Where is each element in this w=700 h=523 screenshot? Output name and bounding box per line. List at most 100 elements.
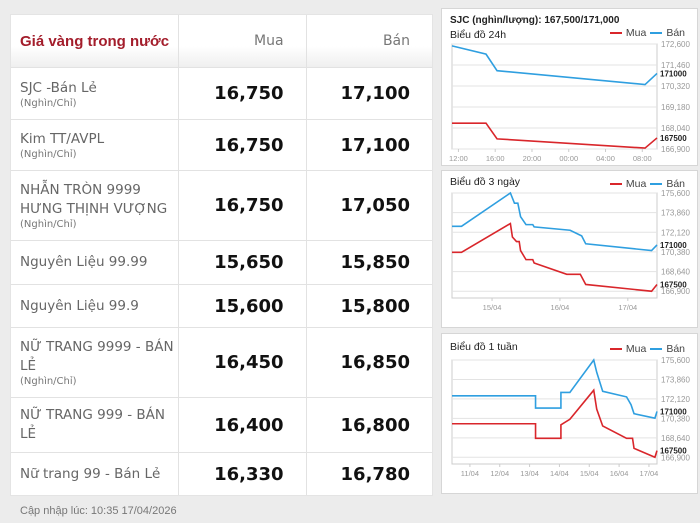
y-tick-label: 168,040 — [661, 124, 690, 133]
current-value-label: 171000 — [660, 407, 687, 416]
gold-price-table: Giá vàng trong nước Mua Bán SJC -Bán Lẻ(… — [10, 14, 433, 496]
chart-legend: Mua Bán — [609, 178, 685, 190]
sell-cell: 16,780 — [305, 453, 432, 495]
series-line-sell — [452, 358, 658, 420]
table-row: Nguyên Liệu 99.99 15,650 15,850 — [11, 240, 432, 284]
chart-plot: 175,600 173,860 172,120 170,380 168,640 166,9… — [451, 356, 690, 478]
chart-1-week: 175,600 173,860 172,120 170,380 168,640 166,9… — [441, 333, 698, 494]
y-tick-label: 172,600 — [661, 40, 690, 49]
sell-price: 16,780 — [340, 463, 410, 485]
series-line-buy — [452, 222, 658, 293]
buy-price: 15,600 — [214, 295, 284, 317]
x-tick-label: 11/04 — [461, 469, 479, 478]
product-name: NỮ TRANG 9999 - BÁN LẺ — [20, 339, 174, 374]
x-tick-label: 15/04 — [483, 303, 502, 312]
legend-swatch-sell — [650, 348, 663, 350]
legend-buy: Mua — [625, 178, 647, 190]
buy-cell: 15,650 — [178, 241, 305, 284]
chart-legend: Mua Bán — [609, 27, 685, 39]
x-tick-label: 12/04 — [490, 469, 509, 478]
product-name: Nguyên Liệu 99.99 — [20, 254, 148, 270]
buy-cell: 16,450 — [178, 328, 305, 397]
x-tick-label: 17/04 — [640, 469, 659, 478]
sell-cell: 16,850 — [305, 328, 432, 397]
table-row: Nữ trang 99 - Bán Lẻ 16,330 16,780 — [11, 452, 432, 495]
series-line-sell — [451, 45, 658, 86]
unit-label: (Nghìn/Chỉ) — [20, 149, 77, 160]
row-name-cell: Nữ trang 99 - Bán Lẻ — [11, 453, 178, 495]
current-value-label: 171000 — [660, 69, 687, 78]
y-tick-label: 172,120 — [661, 395, 690, 404]
series-line-buy — [452, 122, 658, 149]
y-tick-label: 171,460 — [661, 61, 690, 70]
x-tick-label: 16:00 — [486, 154, 505, 163]
row-name-cell: Nguyên Liệu 99.9 — [11, 285, 178, 327]
y-tick-label: 172,120 — [661, 228, 690, 237]
chart-legend: Mua Bán — [609, 343, 685, 355]
buy-cell: 16,750 — [178, 120, 305, 170]
legend-sell: Bán — [666, 178, 685, 190]
row-name-cell: NHẪN TRÒN 9999 HƯNG THỊNH VƯỢNG (Nghìn/Ch… — [11, 171, 178, 240]
product-name: Kim TT/AVPL — [20, 131, 105, 147]
legend-swatch-sell — [650, 183, 663, 185]
x-tick-label: 14/04 — [550, 469, 569, 478]
table-row: NHẪN TRÒN 9999 HƯNG THỊNH VƯỢNG (Nghìn/Ch… — [11, 170, 432, 240]
buy-price: 16,450 — [214, 352, 284, 373]
sell-cell: 15,850 — [305, 241, 432, 284]
x-tick-label: 16/04 — [610, 469, 629, 478]
y-tick-label: 175,600 — [661, 356, 690, 365]
sell-price: 16,800 — [340, 414, 410, 436]
y-tick-label: 168,640 — [661, 268, 690, 277]
x-tick-label: 00:00 — [559, 154, 578, 163]
row-name-cell: NỮ TRANG 9999 - BÁN LẺ (Nghìn/Chỉ) — [11, 328, 178, 397]
sell-cell: 17,100 — [305, 120, 432, 170]
chart-title: Biểu đồ 24h — [450, 29, 507, 41]
chart-title: Biểu đồ 1 tuần — [450, 341, 518, 353]
table-row: Nguyên Liệu 99.9 15,600 15,800 — [11, 284, 432, 327]
chart-24h: 172,600 171,460 170,320 169,180 168,040 166,9… — [441, 8, 698, 166]
chart-heading: SJC (nghìn/lượng): 167,500/171,000 — [450, 15, 620, 26]
legend-swatch-buy — [609, 348, 622, 350]
x-tick-label: 17/04 — [618, 303, 637, 312]
row-name-cell: Nguyên Liệu 99.99 — [11, 241, 178, 284]
y-tick-label: 166,900 — [661, 145, 690, 154]
unit-label: (Nghìn/Chỉ) — [20, 97, 77, 109]
sell-price: 17,050 — [340, 195, 410, 216]
sell-price: 15,800 — [340, 295, 410, 317]
buy-cell: 16,750 — [178, 171, 305, 240]
row-name-cell: SJC -Bán Lẻ (Nghìn/Chỉ) — [11, 68, 178, 119]
y-tick-label: 170,320 — [661, 82, 690, 91]
table-row: NỮ TRANG 9999 - BÁN LẺ (Nghìn/Chỉ) 16,450… — [11, 327, 432, 397]
sell-price: 15,850 — [340, 252, 410, 273]
unit-label: (Nghìn/Chỉ) — [20, 376, 77, 387]
row-name-cell: Kim TT/AVPL (Nghìn/Chỉ) — [11, 120, 178, 170]
plot-area — [451, 192, 658, 299]
buy-price: 16,750 — [214, 83, 284, 104]
buy-price: 15,650 — [214, 252, 284, 273]
product-name: NỮ TRANG 999 - BÁN LẺ — [20, 407, 165, 442]
table-header: Giá vàng trong nước Mua Bán — [11, 15, 432, 67]
product-name: SJC -Bán Lẻ — [20, 79, 97, 96]
series-line-sell — [452, 191, 658, 252]
x-tick-label: 13/04 — [520, 469, 539, 478]
x-tick-label: 15/04 — [580, 469, 599, 478]
chart-3-days: 175,600 173,860 172,120 170,380 168,640 166,9… — [441, 170, 698, 328]
y-tick-label: 173,860 — [661, 375, 690, 384]
legend-swatch-sell — [650, 32, 663, 34]
legend-sell: Bán — [666, 27, 685, 39]
buy-cell: 16,330 — [178, 453, 305, 495]
buy-cell: 15,600 — [178, 285, 305, 327]
buy-price: 16,330 — [214, 463, 284, 485]
product-name: Nguyên Liệu 99.9 — [20, 297, 139, 314]
table-row: SJC -Bán Lẻ (Nghìn/Chỉ) 16,750 17,100 — [11, 67, 432, 119]
x-tick-label: 12:00 — [449, 154, 468, 163]
updated-time: Cập nhập lúc: 10:35 17/04/2026 — [20, 505, 177, 517]
y-tick-label: 173,860 — [661, 209, 690, 218]
x-tick-label: 20:00 — [523, 154, 542, 163]
current-value-label: 171000 — [660, 241, 687, 250]
y-tick-label: 166,900 — [661, 453, 690, 462]
x-tick-label: 04:00 — [596, 154, 615, 163]
unit-label: (Nghìn/Chỉ) — [20, 219, 77, 230]
current-value-label: 167500 — [660, 447, 687, 456]
series-line-buy — [452, 388, 658, 459]
